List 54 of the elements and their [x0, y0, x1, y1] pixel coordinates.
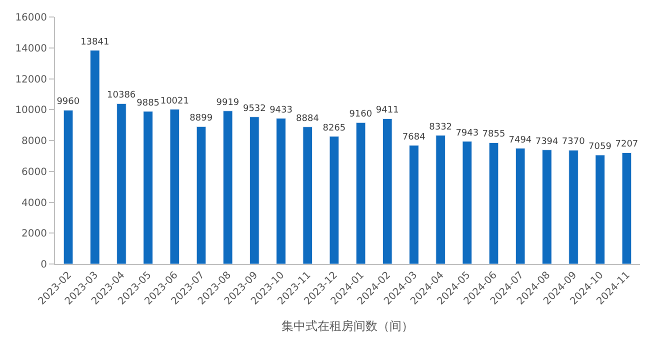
- bar: [382, 118, 392, 264]
- bar: [515, 148, 526, 264]
- bar: [116, 103, 126, 264]
- data-label: 8332: [429, 122, 452, 132]
- data-label: 9160: [349, 110, 372, 120]
- bar: [462, 141, 472, 264]
- bar: [409, 145, 419, 264]
- bar: [63, 110, 74, 264]
- bar: [356, 122, 366, 264]
- bar: [250, 116, 260, 264]
- y-tick-label: 8000: [22, 136, 47, 147]
- bar: [222, 110, 233, 264]
- y-tick-label: 16000: [15, 12, 47, 24]
- bar: [622, 152, 632, 264]
- x-axis-title: 集中式在租房间数（间）: [282, 319, 414, 334]
- data-label: 9532: [242, 104, 266, 114]
- bar: [488, 142, 499, 264]
- y-tick-label: 14000: [15, 43, 47, 54]
- y-tick-label: 12000: [15, 74, 47, 86]
- bar: [276, 118, 286, 264]
- bar: [302, 126, 313, 264]
- y-tick-label: 6000: [22, 166, 47, 178]
- data-label: 7059: [588, 142, 612, 152]
- data-label: 9885: [136, 98, 160, 108]
- data-label: 10021: [160, 96, 189, 106]
- data-label: 7494: [508, 135, 532, 146]
- bar: [436, 135, 446, 264]
- y-tick-label: 10000: [15, 105, 47, 116]
- data-label: 7855: [482, 130, 506, 140]
- data-label: 7684: [402, 132, 426, 142]
- data-label: 7394: [535, 136, 559, 147]
- data-label: 7943: [456, 128, 479, 138]
- data-label: 13841: [80, 37, 110, 48]
- bar: [568, 150, 578, 264]
- bar: [595, 154, 606, 264]
- data-label: 9960: [56, 97, 80, 108]
- bar: [90, 50, 100, 264]
- y-tick-label: 4000: [22, 198, 47, 209]
- bar: [196, 126, 206, 264]
- bar: [170, 109, 180, 264]
- data-label: 9411: [376, 106, 399, 116]
- bar: [143, 111, 153, 264]
- data-label: 8899: [190, 114, 213, 124]
- data-label: 8884: [296, 114, 320, 124]
- y-tick-label: 2000: [22, 228, 47, 240]
- data-label: 7207: [615, 140, 638, 150]
- data-label: 9433: [270, 105, 292, 116]
- data-label: 10386: [107, 90, 136, 101]
- data-label: 8265: [322, 123, 346, 134]
- data-label: 7370: [562, 137, 586, 148]
- data-label: 9919: [216, 98, 240, 108]
- bar: [329, 136, 340, 264]
- bar: [542, 150, 552, 264]
- y-tick-label: 0: [40, 260, 47, 270]
